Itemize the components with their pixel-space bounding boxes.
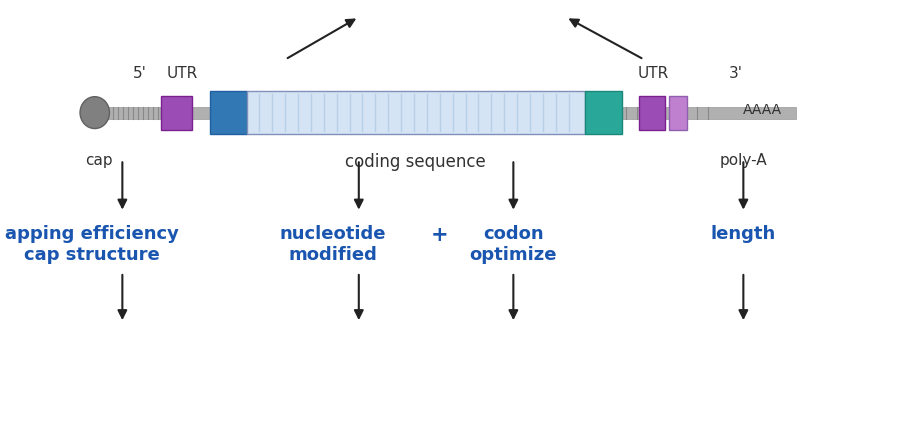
Text: length: length — [710, 225, 775, 243]
Text: 3': 3' — [728, 66, 743, 81]
Bar — [106, 107, 795, 119]
Text: cap: cap — [85, 153, 113, 168]
Text: AAAA: AAAA — [743, 103, 782, 116]
Text: coding sequence: coding sequence — [346, 153, 485, 171]
Ellipse shape — [80, 97, 109, 129]
Text: 5': 5' — [132, 66, 147, 81]
Text: poly-A: poly-A — [719, 153, 766, 168]
Text: UTR: UTR — [166, 66, 198, 81]
Bar — [161, 96, 192, 130]
Text: +: + — [430, 225, 448, 245]
Bar — [210, 91, 246, 134]
Text: codon
optimize: codon optimize — [469, 225, 557, 264]
Text: apping efficiency
cap structure: apping efficiency cap structure — [6, 225, 178, 264]
Bar — [246, 91, 584, 134]
Bar — [668, 96, 686, 130]
Bar — [584, 91, 621, 134]
Text: nucleotide
modified: nucleotide modified — [279, 225, 386, 264]
Text: UTR: UTR — [637, 66, 668, 81]
Bar — [639, 96, 664, 130]
